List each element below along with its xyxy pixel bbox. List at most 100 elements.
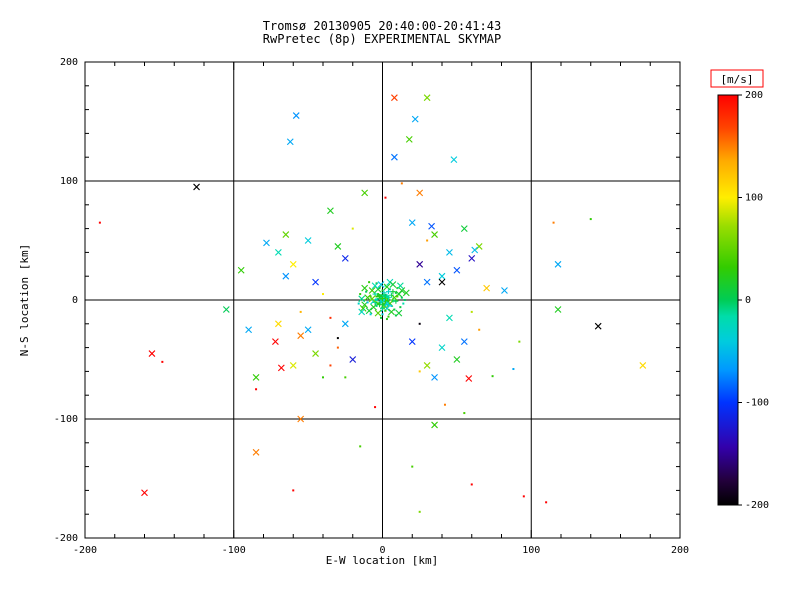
data-point-cross bbox=[304, 326, 312, 334]
data-point-dot bbox=[589, 218, 592, 221]
data-point-dot bbox=[545, 501, 548, 504]
data-point-cross bbox=[312, 350, 319, 357]
data-point-dot bbox=[377, 293, 380, 296]
colorbar-ticks: 200 100 0 -100 -200 bbox=[738, 90, 769, 511]
data-point-dot bbox=[255, 388, 258, 391]
data-point-dot bbox=[491, 375, 494, 378]
data-point-cross bbox=[282, 272, 290, 280]
y-axis-label: N-S location [km] bbox=[18, 244, 31, 357]
data-point-dot bbox=[385, 301, 388, 304]
data-point-dot bbox=[377, 297, 380, 300]
data-point-cross bbox=[148, 350, 156, 357]
colorbar-tick-label: -200 bbox=[745, 500, 769, 511]
data-point-dot bbox=[351, 227, 354, 230]
data-point-plus bbox=[377, 293, 383, 299]
data-point-dot bbox=[384, 309, 387, 312]
data-point-dot bbox=[375, 282, 378, 285]
data-point-cross bbox=[639, 362, 647, 369]
data-point-cross bbox=[289, 260, 297, 268]
data-point-cross bbox=[431, 231, 438, 238]
data-point-cross bbox=[453, 356, 461, 363]
data-point-dot bbox=[322, 293, 324, 296]
data-point-cross bbox=[349, 356, 357, 363]
data-point-cross bbox=[396, 282, 404, 290]
data-point-dot bbox=[387, 300, 390, 303]
data-point-dot bbox=[98, 221, 101, 224]
data-point-dot bbox=[299, 310, 302, 313]
data-point-cross bbox=[377, 281, 385, 288]
data-point-dot bbox=[357, 302, 360, 305]
y-tick-label: 200 bbox=[60, 57, 78, 68]
data-point-dot bbox=[402, 302, 405, 305]
data-point-dot bbox=[375, 295, 378, 298]
data-point-cross bbox=[468, 254, 476, 262]
data-point-dot bbox=[396, 295, 399, 298]
data-point-cross bbox=[465, 375, 473, 382]
data-point-dot bbox=[400, 182, 403, 185]
data-point-dot bbox=[384, 296, 387, 299]
data-point-dot bbox=[292, 489, 295, 492]
data-point-dot bbox=[359, 293, 362, 296]
plot-border bbox=[84, 61, 681, 539]
data-point-dot bbox=[478, 328, 481, 331]
data-point-cross bbox=[391, 94, 398, 102]
data-point-dot bbox=[375, 301, 378, 304]
data-point-dot bbox=[552, 221, 555, 224]
data-point-cross bbox=[292, 112, 300, 119]
data-point-dot bbox=[382, 302, 385, 305]
data-point-dot bbox=[518, 340, 521, 343]
data-point-dot bbox=[384, 294, 387, 297]
data-point-dot bbox=[161, 360, 164, 363]
data-point-cross bbox=[252, 448, 260, 456]
y-tick-label: 0 bbox=[72, 295, 78, 306]
data-point-dot bbox=[377, 294, 380, 297]
data-point-dot bbox=[369, 313, 372, 316]
data-point-dot bbox=[411, 465, 414, 468]
x-axis-label: E-W location [km] bbox=[326, 554, 439, 567]
data-point-cross bbox=[475, 243, 483, 250]
data-point-dot bbox=[470, 310, 473, 313]
data-point-cross bbox=[423, 278, 431, 286]
data-point-cross bbox=[374, 309, 382, 317]
data-point-dot bbox=[390, 304, 393, 307]
x-tick-label: 200 bbox=[671, 545, 689, 556]
data-point-dot bbox=[400, 296, 403, 299]
data-point-cross bbox=[446, 249, 453, 256]
data-point-cross bbox=[423, 94, 431, 102]
colorbar-label: [m/s] bbox=[720, 73, 753, 86]
data-point-dot bbox=[470, 483, 473, 486]
data-point-cross bbox=[334, 243, 342, 250]
data-point-plus bbox=[385, 289, 391, 295]
data-point-cross bbox=[297, 415, 305, 423]
data-point-dot bbox=[375, 299, 378, 301]
data-point-cross bbox=[471, 246, 479, 254]
data-point-plus bbox=[385, 295, 391, 301]
data-point-cross bbox=[594, 322, 602, 330]
data-point-dot bbox=[418, 322, 421, 325]
data-point-cross bbox=[431, 421, 438, 429]
data-point-dot bbox=[380, 316, 383, 319]
data-point-cross bbox=[282, 231, 290, 238]
data-point-cross bbox=[368, 295, 376, 303]
data-point-plus bbox=[385, 302, 391, 308]
x-tick-label: 0 bbox=[379, 545, 385, 556]
data-point-dot bbox=[384, 196, 387, 199]
data-point-dot bbox=[375, 304, 378, 307]
data-point-cross bbox=[368, 287, 376, 294]
data-point-cross bbox=[365, 307, 373, 315]
data-point-cross bbox=[416, 189, 424, 197]
data-point-dot bbox=[512, 368, 515, 371]
data-point-cross bbox=[438, 278, 446, 286]
data-point-cross bbox=[361, 284, 369, 292]
data-point-dot bbox=[381, 313, 384, 316]
x-tick-label: -100 bbox=[222, 545, 246, 556]
data-point-cross bbox=[446, 314, 453, 322]
data-point-cross bbox=[438, 344, 446, 351]
data-point-dot bbox=[380, 294, 383, 297]
x-tick-label: 100 bbox=[522, 545, 540, 556]
axis-tick-labels: -200 -100 0 100 200 -200 -100 0 100 200 bbox=[54, 57, 689, 556]
colorbar-tick-label: 100 bbox=[745, 193, 763, 204]
data-point-cross bbox=[237, 266, 245, 274]
